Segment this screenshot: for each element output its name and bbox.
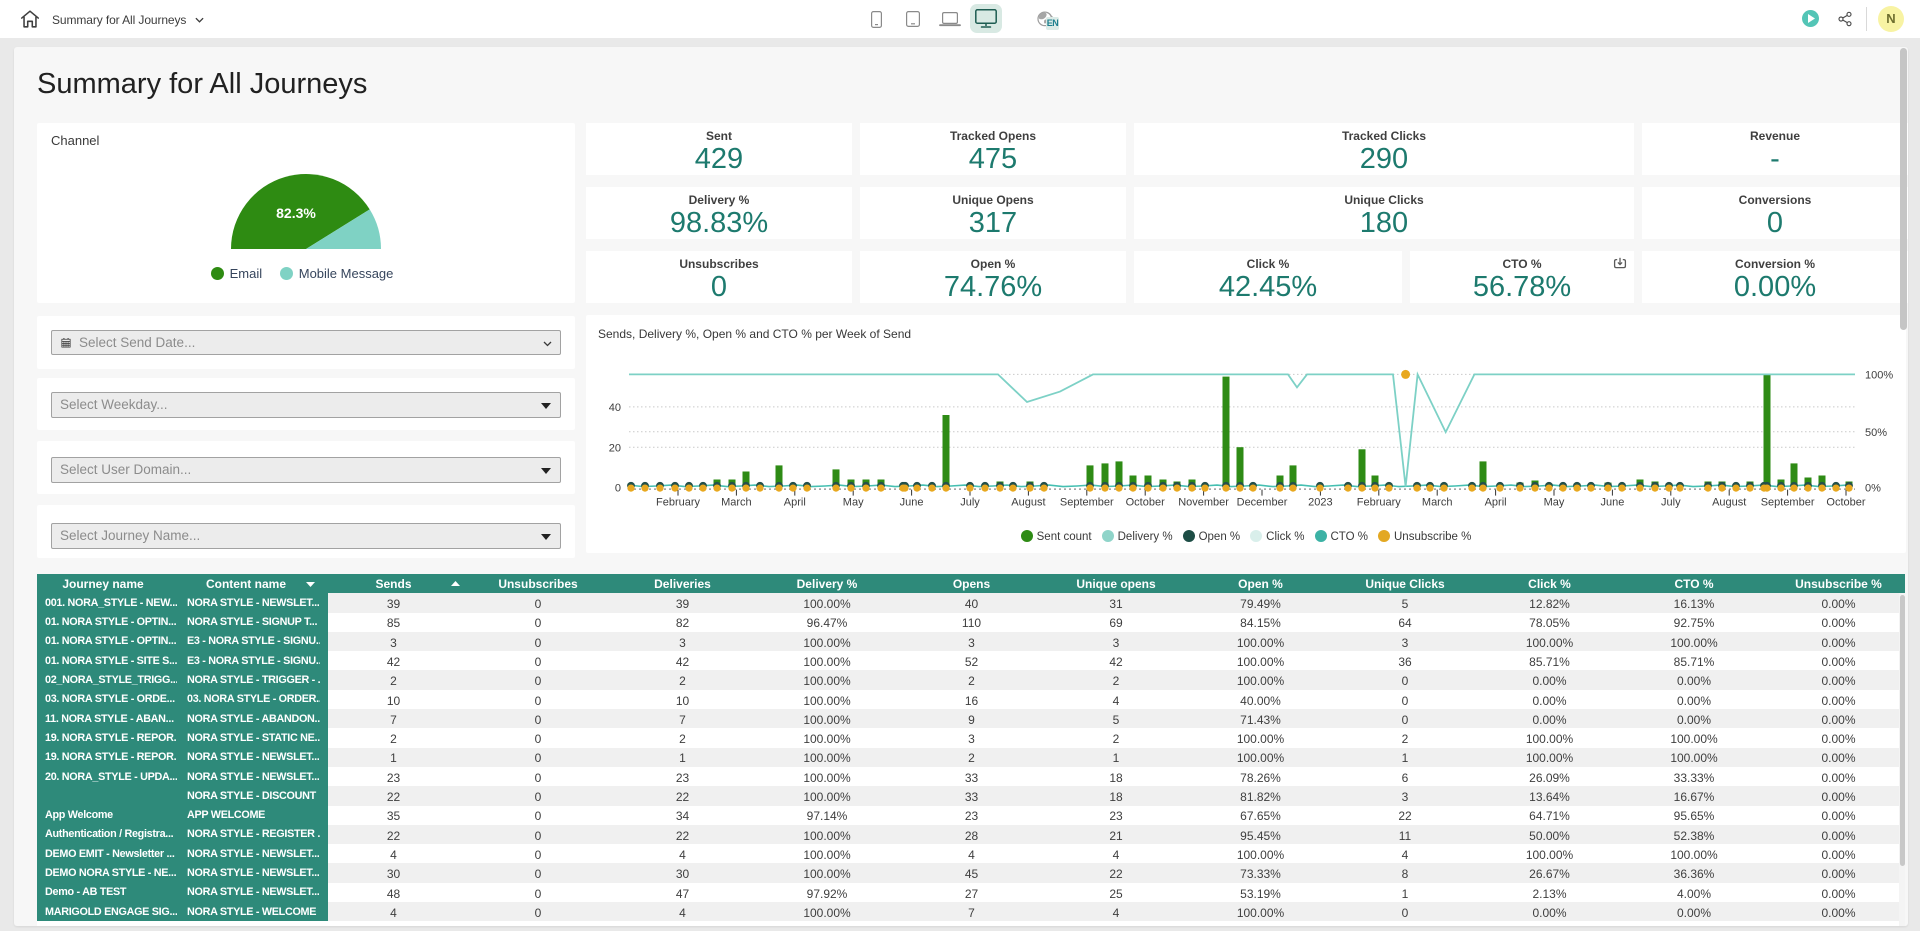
svg-text:October: October <box>1126 497 1165 509</box>
svg-text:March: March <box>1422 497 1453 509</box>
svg-text:82.3%: 82.3% <box>276 205 316 221</box>
svg-text:February: February <box>1357 497 1402 509</box>
svg-text:50%: 50% <box>1865 427 1887 439</box>
svg-text:July: July <box>1661 497 1681 509</box>
svg-text:2023: 2023 <box>1308 497 1332 509</box>
svg-text:October: October <box>1826 497 1865 509</box>
svg-text:September: September <box>1060 497 1114 509</box>
svg-text:20: 20 <box>609 443 621 455</box>
svg-text:40: 40 <box>609 402 621 414</box>
svg-text:April: April <box>1485 497 1507 509</box>
svg-text:0%: 0% <box>1865 483 1881 495</box>
svg-text:May: May <box>1544 497 1565 509</box>
svg-text:0: 0 <box>615 483 621 495</box>
svg-text:August: August <box>1011 497 1045 509</box>
svg-text:April: April <box>784 497 806 509</box>
svg-text:December: December <box>1237 497 1288 509</box>
svg-text:June: June <box>900 497 924 509</box>
svg-text:March: March <box>721 497 752 509</box>
svg-text:September: September <box>1761 497 1815 509</box>
svg-text:July: July <box>960 497 980 509</box>
svg-text:February: February <box>656 497 701 509</box>
svg-text:June: June <box>1600 497 1624 509</box>
svg-text:November: November <box>1178 497 1229 509</box>
svg-text:100%: 100% <box>1865 370 1893 382</box>
svg-text:May: May <box>843 497 864 509</box>
svg-text:August: August <box>1712 497 1746 509</box>
